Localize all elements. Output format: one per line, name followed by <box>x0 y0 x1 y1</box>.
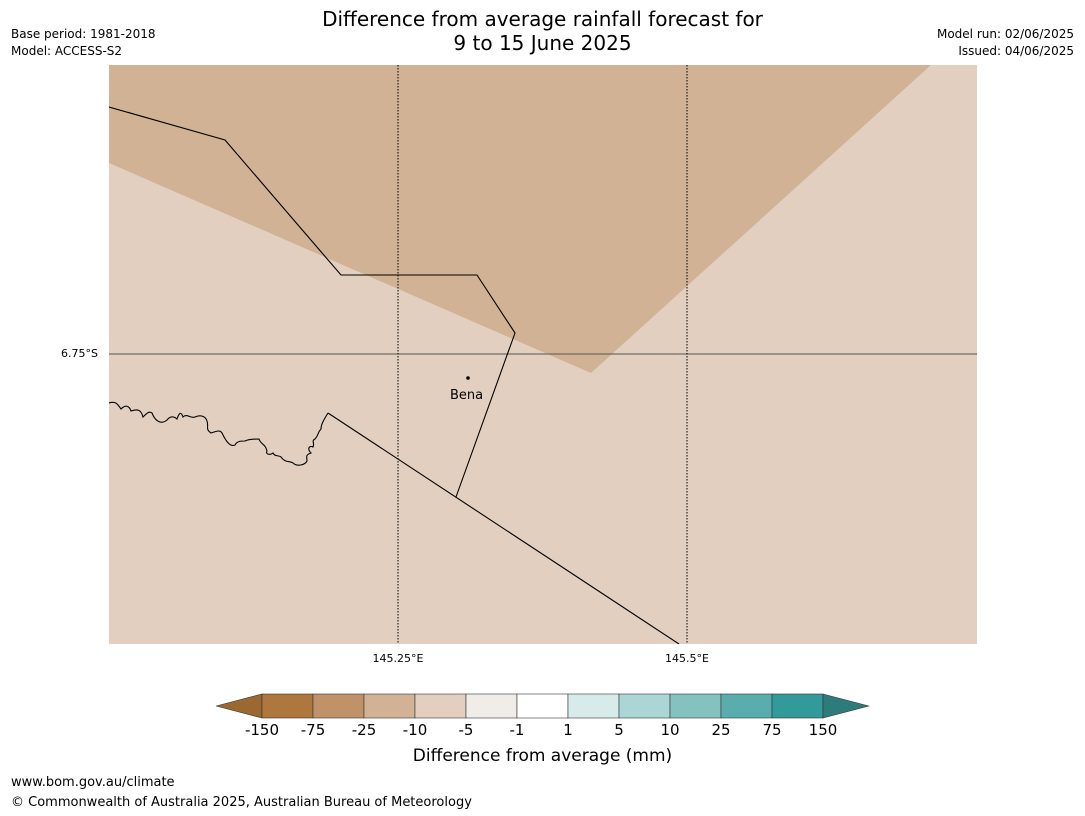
colorbar-tick-label: -25 <box>351 721 377 739</box>
colorbar-tick-label: 1 <box>563 721 573 739</box>
colorbar-end-low <box>216 693 263 719</box>
issued-text: Issued: 04/06/2025 <box>958 44 1074 58</box>
colorbar-tick-label: 25 <box>711 721 731 739</box>
colorbar-segment <box>720 693 773 719</box>
coastline-or-border <box>109 401 329 466</box>
longitude-label-1: 145.25°E <box>372 652 424 665</box>
colorbar-tick-label: 10 <box>660 721 680 739</box>
latitude-label: 6.75°S <box>61 347 98 360</box>
colorbar-tick-label: 5 <box>614 721 624 739</box>
province-boundary-north <box>109 106 516 498</box>
colorbar-tick-label: -75 <box>300 721 326 739</box>
map-title: Difference from average rainfall forecas… <box>0 7 1085 55</box>
model-run-text: Model run: 02/06/2025 <box>936 27 1074 41</box>
longitude-label-2: 145.5°E <box>665 652 709 665</box>
colorbar-tick-label: -150 <box>244 721 280 739</box>
colorbar-segment <box>465 693 518 719</box>
colorbar-segment <box>771 693 824 719</box>
colorbar-tick-label: 75 <box>762 721 782 739</box>
colorbar-segment <box>261 693 314 719</box>
colorbar-segment <box>414 693 467 719</box>
colorbar <box>216 693 870 719</box>
colorbar-segment <box>516 693 569 719</box>
header-meta-right: Model run: 02/06/2025 Issued: 04/06/2025 <box>937 26 1074 60</box>
model-text: Model: ACCESS-S2 <box>11 44 123 58</box>
province-boundary-south <box>327 412 680 644</box>
colorbar-tick-label: 150 <box>808 721 838 739</box>
colorbar-segment <box>567 693 620 719</box>
colorbar-label: Difference from average (mm) <box>412 746 673 766</box>
footer-copyright: © Commonwealth of Australia 2025, Austra… <box>11 795 472 810</box>
colorbar-tick-label: -1 <box>509 721 525 739</box>
map-title-line1: Difference from average rainfall forecas… <box>322 7 763 31</box>
base-period-text: Base period: 1981-2018 <box>11 27 156 41</box>
colorbar-end-high <box>822 693 870 719</box>
colorbar-segment <box>618 693 671 719</box>
colorbar-tick-label: -5 <box>458 721 474 739</box>
colorbar-segment <box>363 693 416 719</box>
drier-zone <box>109 65 931 373</box>
map-title-line2: 9 to 15 June 2025 <box>453 31 632 55</box>
colorbar-segment <box>312 693 365 719</box>
place-label-bena: Bena <box>450 388 484 403</box>
header-meta-left: Base period: 1981-2018 Model: ACCESS-S2 <box>11 26 156 60</box>
bena-marker <box>466 376 470 380</box>
colorbar-tick-label: -10 <box>402 721 428 739</box>
footer-url[interactable]: www.bom.gov.au/climate <box>11 775 175 790</box>
colorbar-segment <box>669 693 722 719</box>
forecast-map <box>109 65 977 644</box>
